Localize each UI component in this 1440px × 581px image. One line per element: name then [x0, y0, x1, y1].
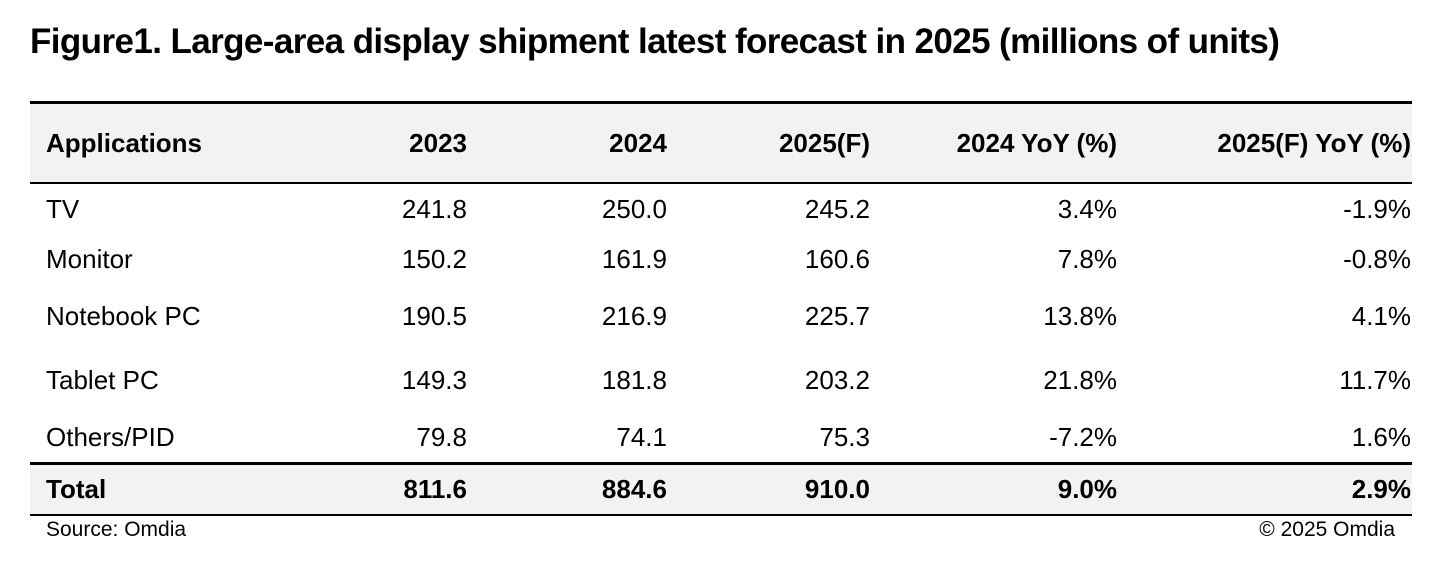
- cell-2024-yoy: 7.8%: [1057, 243, 1117, 274]
- cell-2024-yoy: -7.2%: [1049, 421, 1117, 452]
- figure-title: Figure1. Large-area display shipment lat…: [30, 22, 1280, 61]
- cell-2025f-yoy: 1.6%: [1351, 421, 1411, 452]
- cell-2024: 161.9: [601, 243, 667, 274]
- cell-2025f-yoy: -1.9%: [1343, 193, 1411, 224]
- cell-2025f: 245.2: [804, 193, 870, 224]
- table-row-tablet-pc: Tablet PC 149.3 181.8 203.2 21.8% 11.7%: [30, 348, 1412, 412]
- cell-2023: 241.8: [401, 193, 467, 224]
- cell-total-label: Total: [46, 474, 107, 504]
- cell-2024: 181.8: [601, 364, 667, 395]
- table-row-others-pid: Others/PID 79.8 74.1 75.3 -7.2% 1.6%: [30, 412, 1412, 462]
- cell-2024: 250.0: [601, 193, 667, 224]
- table-row-notebook-pc: Notebook PC 190.5 216.9 225.7 13.8% 4.1%: [30, 284, 1412, 348]
- cell-2025f-yoy: 11.7%: [1339, 364, 1411, 395]
- cell-total-2025f: 910.0: [804, 474, 870, 504]
- cell-2023: 79.8: [416, 421, 467, 452]
- header-2025f-yoy: 2025(F) YoY (%): [1217, 127, 1411, 158]
- cell-2023: 149.3: [401, 364, 467, 395]
- header-2024-yoy: 2024 YoY (%): [956, 127, 1117, 158]
- cell-2025f-yoy: -0.8%: [1343, 243, 1411, 274]
- cell-total-2024-yoy: 9.0%: [1057, 474, 1117, 504]
- cell-application: Tablet PC: [46, 364, 159, 395]
- header-2025f: 2025(F): [778, 127, 870, 158]
- header-2024: 2024: [609, 127, 667, 158]
- cell-2025f: 160.6: [804, 243, 870, 274]
- cell-2023: 150.2: [401, 243, 467, 274]
- cell-2024-yoy: 13.8%: [1043, 300, 1117, 331]
- header-2023: 2023: [409, 127, 467, 158]
- cell-2025f: 75.3: [819, 421, 870, 452]
- table-row-tv: TV 241.8 250.0 245.2 3.4% -1.9%: [30, 184, 1412, 234]
- cell-application: Monitor: [46, 243, 133, 274]
- cell-application: Others/PID: [46, 421, 175, 452]
- copyright-note: © 2025 Omdia: [1259, 518, 1395, 541]
- cell-total-2023: 811.6: [403, 474, 467, 504]
- cell-2025f: 203.2: [804, 364, 870, 395]
- header-applications: Applications: [46, 127, 203, 158]
- cell-2024-yoy: 21.8%: [1043, 364, 1117, 395]
- cell-application: Notebook PC: [46, 300, 201, 331]
- cell-2024-yoy: 3.4%: [1057, 193, 1117, 224]
- cell-2024: 74.1: [616, 421, 667, 452]
- cell-2025f-yoy: 4.1%: [1351, 300, 1411, 331]
- table-header-row: Applications 2023 2024 2025(F) 2024 YoY …: [30, 101, 1412, 184]
- cell-total-2025f-yoy: 2.9%: [1351, 474, 1411, 504]
- cell-application: TV: [46, 193, 80, 224]
- cell-2025f: 225.7: [804, 300, 870, 331]
- source-note: Source: Omdia: [46, 518, 187, 541]
- cell-2024: 216.9: [601, 300, 667, 331]
- cell-total-2024: 884.6: [601, 474, 667, 504]
- cell-2023: 190.5: [401, 300, 467, 331]
- table-row-monitor: Monitor 150.2 161.9 160.6 7.8% -0.8%: [30, 234, 1412, 284]
- table-row-total: Total 811.6 884.6 910.0 9.0% 2.9%: [30, 462, 1412, 516]
- shipment-table: Applications 2023 2024 2025(F) 2024 YoY …: [30, 101, 1412, 516]
